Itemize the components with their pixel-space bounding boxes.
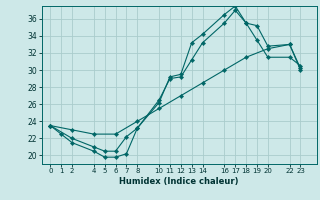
X-axis label: Humidex (Indice chaleur): Humidex (Indice chaleur) <box>119 177 239 186</box>
